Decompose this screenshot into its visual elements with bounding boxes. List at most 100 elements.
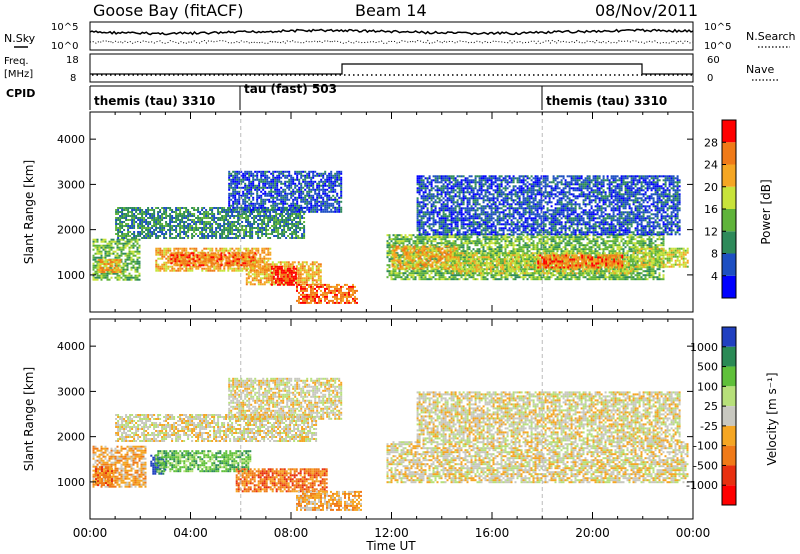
power-echo-cell — [442, 242, 445, 245]
power-echo-cell — [213, 231, 216, 233]
power-echo-cell — [263, 275, 266, 278]
power-echo-cell — [408, 278, 411, 281]
power-echo-cell — [290, 202, 293, 205]
power-echo-cell — [183, 217, 186, 219]
power-echo-cell — [328, 283, 330, 286]
power-echo-cell — [326, 198, 329, 201]
power-echo-cell — [328, 186, 331, 189]
power-echo-cell — [151, 207, 154, 209]
power-echo-cell — [282, 277, 285, 280]
power-echo-cell — [121, 215, 124, 217]
power-echo-cell — [159, 219, 162, 221]
power-echo-cell — [244, 206, 247, 209]
power-echo-cell — [310, 198, 313, 201]
power-echo-cell — [319, 271, 322, 274]
power-echo-cell — [494, 244, 497, 247]
power-echo-cell — [285, 237, 288, 239]
power-echo-cell — [312, 194, 315, 197]
power-echo-cell — [526, 258, 529, 261]
power-echo-cell — [318, 204, 321, 207]
power-echo-cell — [227, 233, 230, 235]
power-echo-cell — [96, 248, 99, 251]
power-echo-cell — [195, 265, 198, 268]
power-echo-cell — [147, 229, 150, 231]
power-echo-cell — [514, 238, 517, 241]
power-echo-cell — [143, 235, 146, 237]
power-echo-cell — [256, 174, 259, 177]
power-echo-cell — [210, 258, 213, 261]
power-echo-cell — [340, 289, 342, 292]
power-echo-cell — [229, 233, 232, 235]
power-echo-cell — [132, 244, 135, 247]
power-echo-cell — [275, 227, 278, 229]
power-echo-cell — [290, 281, 293, 284]
power-echo-cell — [248, 208, 251, 211]
power-echo-cell — [235, 229, 238, 231]
power-echo-cell — [346, 301, 348, 304]
power-echo-cell — [186, 254, 189, 257]
power-echo-cell — [122, 274, 125, 277]
power-echo-cell — [228, 196, 231, 199]
power-echo-cell — [226, 260, 229, 263]
power-echo-cell — [312, 184, 315, 187]
power-echo-cell — [432, 270, 435, 273]
power-echo-cell — [212, 258, 215, 261]
power-echo-cell — [396, 274, 399, 277]
power-echo-cell — [464, 236, 467, 239]
power-echo-cell — [332, 180, 335, 183]
power-echo-cell — [294, 198, 297, 201]
power-echo-cell — [255, 271, 258, 274]
power-echo-cell — [270, 271, 273, 274]
power-echo-cell — [149, 215, 152, 217]
power-echo-cell — [504, 276, 507, 279]
power-echo-cell — [426, 268, 429, 271]
power-echo-cell — [110, 276, 113, 279]
power-echo-cell — [310, 295, 312, 298]
power-echo-cell — [248, 186, 251, 189]
power-echo-cell — [299, 263, 302, 266]
power-echo-cell — [316, 208, 319, 211]
station-title: Goose Bay (fitACF) — [93, 1, 243, 20]
power-echo-cell — [134, 268, 137, 271]
power-echo-cell — [278, 202, 281, 205]
power-echo-cell — [264, 182, 267, 185]
power-echo-cell — [96, 276, 99, 279]
power-echo-cell — [161, 219, 164, 221]
power-echo-cell — [474, 242, 477, 245]
power-echo-cell — [516, 236, 519, 239]
power-echo-cell — [476, 274, 479, 277]
power-echo-cell — [188, 254, 191, 257]
power-echo-cell — [306, 204, 309, 207]
power-echo-cell — [249, 225, 252, 227]
power-echo-cell — [115, 221, 118, 223]
power-echo-cell — [478, 242, 481, 245]
power-echo-cell — [354, 297, 356, 300]
power-echo-cell — [244, 172, 247, 175]
power-echo-cell — [244, 170, 247, 173]
power-echo-cell — [280, 172, 283, 175]
power-echo-cell — [255, 217, 258, 219]
power-echo-cell — [201, 235, 204, 237]
power-echo-cell — [165, 263, 168, 266]
power-echo-cell — [508, 270, 511, 273]
power-echo-cell — [171, 225, 174, 227]
power-echo-cell — [169, 215, 172, 217]
power-echo-cell — [247, 253, 250, 256]
power-echo-cell — [213, 217, 216, 219]
power-echo-cell — [157, 227, 160, 229]
power-echo-cell — [308, 170, 311, 173]
power-echo-cell — [220, 256, 223, 259]
power-echo-cell — [248, 172, 251, 175]
power-echo-cell — [136, 276, 139, 279]
power-echo-cell — [227, 227, 230, 229]
power-echo-cell — [458, 244, 461, 247]
power-echo-cell — [175, 219, 178, 221]
power-echo-cell — [412, 272, 415, 275]
power-echo-cell — [512, 246, 515, 249]
power-echo-cell — [432, 236, 435, 239]
power-echo-cell — [123, 229, 126, 231]
power-echo-cell — [259, 217, 262, 219]
power-echo-cell — [203, 229, 206, 231]
power-echo-cell — [440, 270, 443, 273]
power-echo-cell — [132, 242, 135, 245]
